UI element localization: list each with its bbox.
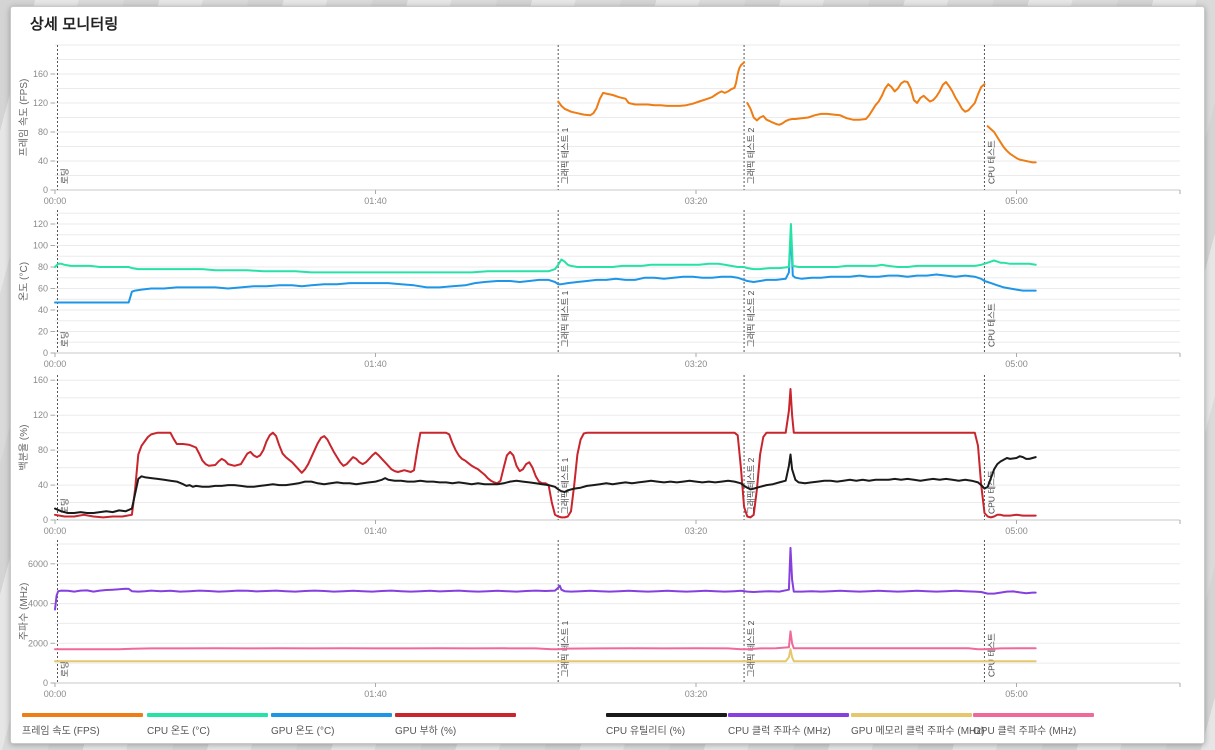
y-tick-label: 80 xyxy=(38,127,48,137)
y-tick-label: 0 xyxy=(43,515,48,525)
marker-label: CPU 테스트 xyxy=(986,140,996,184)
x-tick-label: 01:40 xyxy=(364,359,387,369)
y-tick-label: 80 xyxy=(38,262,48,272)
y-tick-label: 40 xyxy=(38,480,48,490)
marker-label: 그래픽 테스트 2 xyxy=(746,290,756,347)
y-tick-label: 2000 xyxy=(28,638,48,648)
series-fps xyxy=(557,61,746,117)
x-tick-label: 00:00 xyxy=(44,526,67,536)
y-tick-label: 6000 xyxy=(28,559,48,569)
x-tick-label: 03:20 xyxy=(685,526,708,536)
marker-label: 로딩 xyxy=(60,331,70,347)
y-tick-label: 0 xyxy=(43,678,48,688)
series-gpu-temp xyxy=(54,231,1037,304)
monitoring-card xyxy=(10,6,1205,744)
x-tick-label: 05:00 xyxy=(1005,526,1028,536)
series-cpu-clock xyxy=(54,546,1037,611)
chart-percentage: 0 40 80 120 160 00:00 01:40 03:20 05:00 백분율 (%) 로딩… xyxy=(18,375,1181,536)
x-tick-label: 05:00 xyxy=(1005,196,1028,206)
series-fps xyxy=(986,125,1037,164)
x-tick-label: 00:00 xyxy=(44,689,67,699)
x-tick-label: 01:40 xyxy=(364,196,387,206)
y-tick-label: 100 xyxy=(33,241,48,251)
marker-label: CPU 테스트 xyxy=(986,470,996,514)
y-axis-title: 백분율 (%) xyxy=(18,425,30,471)
x-tick-label: 03:20 xyxy=(685,689,708,699)
marker-label: 그래픽 테스트 1 xyxy=(560,457,570,514)
series-cpu-util xyxy=(54,453,1037,514)
x-tick-label: 03:20 xyxy=(685,196,708,206)
y-tick-label: 40 xyxy=(38,305,48,315)
series-gpu-load xyxy=(54,388,1037,519)
x-tick-label: 05:00 xyxy=(1005,359,1028,369)
y-tick-label: 0 xyxy=(43,348,48,358)
series-gpu-clock xyxy=(54,630,1037,651)
x-tick-label: 00:00 xyxy=(44,359,67,369)
marker-label: 그래픽 테스트 2 xyxy=(746,457,756,514)
series-fps xyxy=(746,80,986,126)
chart-frame-rate: 0 40 80 120 160 00:00 01:40 03:20 05:00 프레임 속도 (F… xyxy=(17,44,1181,206)
x-tick-label: 01:40 xyxy=(364,689,387,699)
marker-label: 그래픽 테스트 1 xyxy=(560,127,570,184)
chart-frequency: 0 2000 4000 6000 00:00 01:40 03:20 05:00 주파수 (MH… xyxy=(18,540,1181,699)
y-tick-label: 80 xyxy=(38,445,48,455)
y-tick-label: 160 xyxy=(33,375,48,385)
y-tick-label: 40 xyxy=(38,156,48,166)
x-tick-label: 01:40 xyxy=(364,526,387,536)
series-cpu-temp xyxy=(54,223,1037,274)
marker-label: 로딩 xyxy=(60,661,70,677)
y-tick-label: 120 xyxy=(33,410,48,420)
y-axis-title: 주파수 (MHz) xyxy=(18,583,30,641)
y-axis-title: 프레임 속도 (FPS) xyxy=(17,79,30,157)
page-title: 상세 모니터링 xyxy=(30,16,119,33)
y-tick-label: 60 xyxy=(38,284,48,294)
marker-label: 로딩 xyxy=(60,168,70,184)
y-tick-label: 160 xyxy=(33,69,48,79)
y-tick-label: 120 xyxy=(33,219,48,229)
chart-temperature: 0 20 40 60 80 100 120 00:00 01:40 03:20 05:00 온도 (°… xyxy=(18,210,1181,369)
x-tick-label: 03:20 xyxy=(685,359,708,369)
x-tick-label: 05:00 xyxy=(1005,689,1028,699)
x-tick-label: 00:00 xyxy=(44,196,67,206)
y-tick-label: 0 xyxy=(43,185,48,195)
marker-label: 그래픽 테스트 2 xyxy=(746,127,756,184)
y-tick-label: 120 xyxy=(33,98,48,108)
marker-label: CPU 테스트 xyxy=(986,303,996,347)
y-tick-label: 4000 xyxy=(28,599,48,609)
y-tick-label: 20 xyxy=(38,327,48,337)
y-axis-title: 온도 (°C) xyxy=(18,262,30,301)
marker-label: 그래픽 테스트 1 xyxy=(560,290,570,347)
marker-label: 로딩 xyxy=(60,498,70,514)
marker-label: CPU 테스트 xyxy=(986,633,996,677)
series-gpu-mem-clock xyxy=(54,648,1037,663)
